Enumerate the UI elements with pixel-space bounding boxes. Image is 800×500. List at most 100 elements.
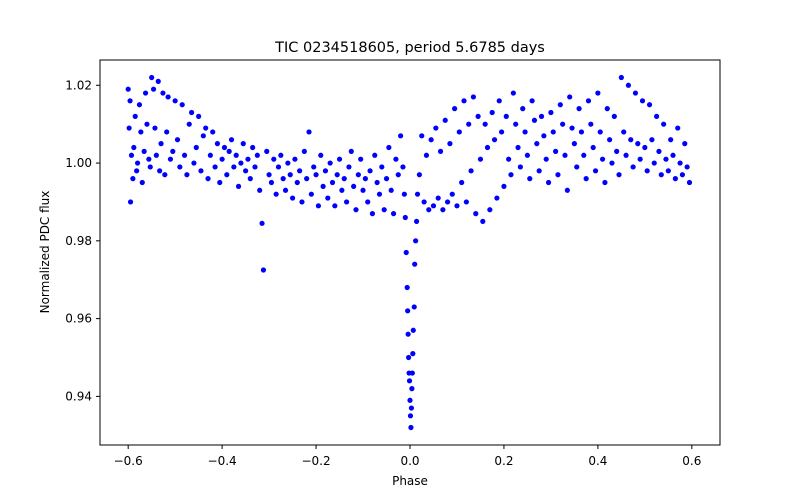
data-point (212, 164, 218, 170)
data-point (191, 160, 197, 166)
data-point (684, 164, 690, 170)
data-point (308, 191, 314, 197)
data-point (557, 102, 563, 108)
data-point (235, 183, 242, 189)
data-point (491, 137, 498, 143)
data-point (590, 144, 596, 151)
data-point (454, 203, 460, 209)
data-point (576, 106, 582, 112)
data-point (125, 86, 131, 92)
data-point (466, 121, 472, 127)
data-point (569, 125, 575, 131)
data-point (240, 141, 246, 147)
data-point (264, 148, 270, 154)
data-point (435, 195, 441, 201)
data-point (440, 207, 446, 213)
y-axis-ticks: 0.94 0.96 0.98 1.00 1.02 (65, 78, 100, 403)
data-point (362, 176, 368, 182)
data-point (141, 148, 147, 154)
data-point (136, 102, 143, 108)
data-point (411, 304, 417, 310)
data-point (401, 191, 407, 197)
data-point (574, 164, 580, 170)
data-point (329, 179, 336, 186)
data-point (632, 90, 639, 96)
data-point (402, 214, 408, 221)
data-point (365, 199, 371, 205)
data-point (158, 141, 164, 147)
data-point (545, 179, 552, 186)
data-point (609, 160, 615, 166)
data-point (179, 102, 185, 108)
data-point (311, 164, 317, 170)
data-point (318, 152, 324, 158)
data-point (259, 220, 265, 226)
data-point (571, 141, 577, 147)
data-point (442, 117, 448, 123)
data-point (144, 121, 150, 127)
data-point (658, 172, 664, 178)
data-point (614, 148, 620, 154)
data-point (131, 144, 137, 151)
x-tick-label: −0.4 (208, 454, 237, 468)
data-point (475, 113, 481, 119)
y-tick-label: 0.96 (65, 312, 92, 326)
data-point (548, 109, 554, 116)
data-point (254, 152, 260, 158)
data-point (618, 74, 624, 81)
data-point (177, 164, 183, 170)
data-point (527, 176, 533, 182)
data-point (682, 141, 688, 147)
data-point (426, 207, 432, 213)
data-point (299, 199, 305, 205)
data-point (383, 176, 390, 182)
data-point (205, 176, 211, 182)
data-point (152, 125, 158, 131)
data-point (186, 121, 192, 127)
data-point (257, 187, 263, 193)
data-point (635, 141, 641, 147)
data-point (437, 148, 444, 154)
data-point (522, 129, 528, 135)
data-point (221, 144, 228, 151)
data-point (410, 327, 416, 333)
data-point (139, 179, 145, 186)
data-point (126, 125, 132, 131)
data-point (247, 176, 253, 182)
data-point (127, 98, 133, 104)
data-point (376, 191, 383, 197)
data-point (407, 397, 413, 403)
data-point (294, 179, 300, 186)
data-point (285, 160, 291, 166)
data-point (271, 156, 277, 162)
data-point (413, 218, 420, 224)
data-point (334, 172, 340, 178)
data-point (433, 125, 439, 131)
data-point (289, 195, 296, 201)
data-point (351, 183, 357, 189)
data-point (393, 156, 399, 162)
data-point (142, 90, 149, 96)
data-point (578, 129, 585, 135)
data-point (484, 144, 491, 151)
data-point (447, 141, 453, 147)
data-point (408, 424, 414, 431)
data-point (325, 195, 331, 201)
data-point (260, 267, 267, 273)
data-point (677, 160, 683, 166)
data-point (567, 94, 573, 100)
data-point (228, 137, 235, 143)
data-point (529, 98, 535, 104)
data-point (386, 144, 392, 151)
data-point (611, 113, 617, 119)
data-point (473, 211, 479, 217)
data-point (405, 308, 411, 314)
data-point (243, 168, 249, 174)
data-point (315, 203, 322, 209)
data-point (477, 156, 484, 162)
data-point (642, 144, 648, 151)
data-point (127, 199, 134, 205)
data-point (494, 195, 500, 201)
data-point (170, 148, 176, 154)
